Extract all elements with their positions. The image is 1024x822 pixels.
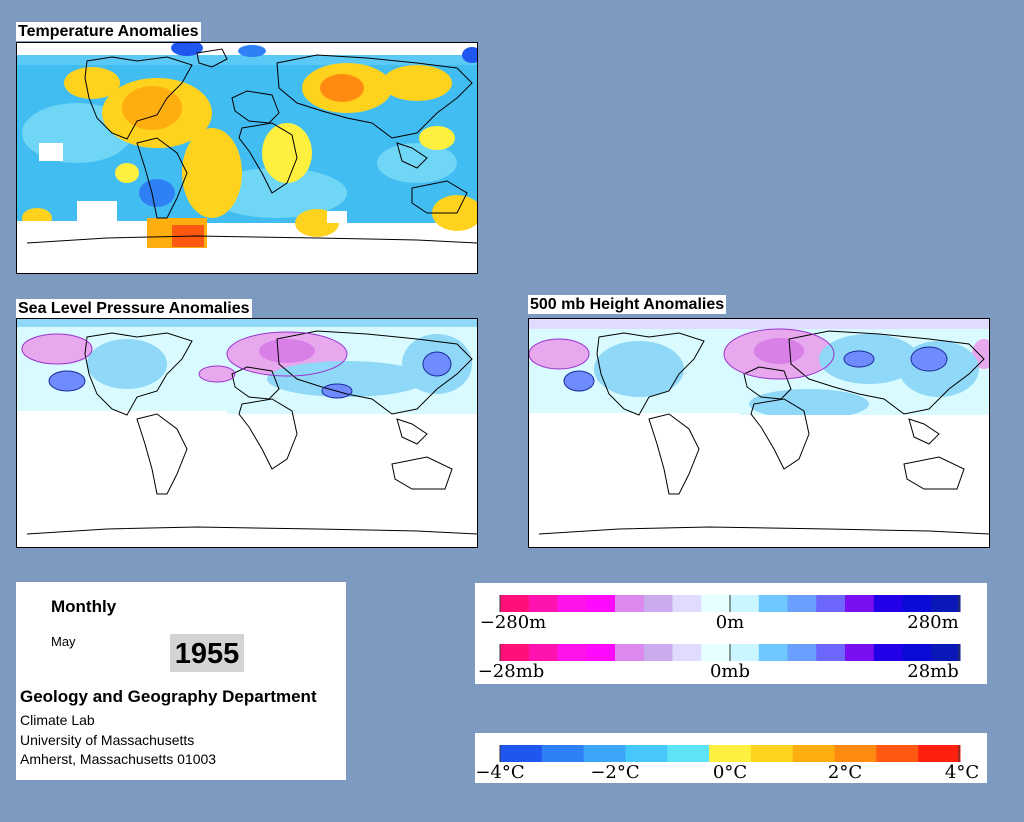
- pressure-legend-swatch: [701, 644, 731, 661]
- temp-legend-swatch: [834, 745, 877, 762]
- pressure-legend-min-label: −28mb: [478, 661, 545, 682]
- slp-coastlines: [26, 330, 477, 535]
- height-coastlines: [538, 330, 989, 535]
- pressure-legend-max-label: 28mb: [907, 661, 959, 682]
- pressure-legend-swatch: [845, 644, 875, 661]
- pressure-legend-bar: [499, 644, 961, 661]
- period-label: Monthly: [51, 597, 117, 616]
- temp-legend-label-3: 0°C: [713, 762, 747, 783]
- temp-legend-swatch: [541, 745, 585, 762]
- pressure-legend-swatch: [586, 644, 616, 661]
- pressure-legend-swatch: [500, 644, 530, 661]
- temp-legend-swatch: [876, 745, 919, 762]
- height500-anomaly-map: [528, 318, 990, 548]
- temp-legend-swatch: [750, 745, 794, 762]
- height-legend-swatch: [816, 595, 846, 612]
- pressure-legend-swatch: [873, 644, 903, 661]
- temperature-legend-svg: −4°C −2°C 0°C 2°C 4°C: [475, 745, 979, 783]
- height-legend-min-label: −280m: [480, 612, 547, 633]
- pressure-legend-swatch: [816, 644, 846, 661]
- height500-map-title: 500 mb Height Anomalies: [528, 295, 727, 314]
- temperature-legend: −4°C −2°C 0°C 2°C 4°C: [475, 733, 987, 783]
- temp-legend-swatch: [625, 745, 668, 762]
- pressure-legend-swatch: [730, 644, 760, 661]
- year-display: 1955: [170, 634, 244, 672]
- temperature-legend-bar: [499, 745, 961, 762]
- temperature-map-title: Temperature Anomalies: [16, 22, 201, 41]
- pressure-legend-swatch: [902, 644, 932, 661]
- height-legend-bar: [499, 595, 961, 612]
- pressure-legend-swatch: [672, 644, 702, 661]
- height-pressure-legend: −280m 0m 280m −28mb 0mb 28mb: [475, 583, 987, 684]
- height-legend-swatch: [931, 595, 961, 612]
- lab-name: Climate Lab: [20, 712, 95, 728]
- height-pressure-legend-svg: −280m 0m 280m −28mb 0mb 28mb: [478, 595, 961, 682]
- pressure-legend-swatch: [931, 644, 961, 661]
- temp-legend-swatch: [583, 745, 626, 762]
- slp-map-svg: [17, 319, 477, 547]
- pressure-legend-swatch: [758, 644, 788, 661]
- pressure-legend-swatch: [528, 644, 558, 661]
- height-legend-swatch: [643, 595, 673, 612]
- temp-legend-label-2: −2°C: [590, 762, 639, 783]
- department-name: Geology and Geography Department: [20, 687, 317, 706]
- pressure-legend-swatch: [787, 644, 817, 661]
- pressure-legend-mid-label: 0mb: [710, 661, 750, 682]
- height-legend-swatch: [557, 595, 587, 612]
- temperature-map-svg: [17, 43, 477, 273]
- info-panel: Monthly May 1955 Geology and Geography D…: [16, 582, 346, 780]
- slp-map-title: Sea Level Pressure Anomalies: [16, 299, 252, 318]
- height-legend-mid-label: 0m: [716, 612, 745, 633]
- temp-legend-swatch: [918, 745, 961, 762]
- university-name: University of Massachusetts: [20, 732, 195, 748]
- height-legend-swatch: [586, 595, 616, 612]
- slp-anomaly-fields: [22, 332, 472, 398]
- temp-warm-anomalies: [22, 63, 477, 237]
- temp-legend-swatch: [709, 745, 752, 762]
- temp-legend-swatch: [792, 745, 836, 762]
- temp-legend-label-1: −4°C: [475, 762, 524, 783]
- height-legend-max-label: 280m: [907, 612, 958, 633]
- temperature-anomaly-map: [16, 42, 478, 274]
- height-legend-swatch: [500, 595, 530, 612]
- address-line: Amherst, Massachusetts 01003: [20, 751, 217, 767]
- temp-legend-label-4: 2°C: [828, 762, 862, 783]
- height-legend-swatch: [672, 595, 702, 612]
- height-legend-swatch: [902, 595, 932, 612]
- slp-anomaly-map: [16, 318, 478, 548]
- month-label: May: [51, 634, 76, 649]
- height-legend-swatch: [730, 595, 760, 612]
- height-legend-swatch: [787, 595, 817, 612]
- height-legend-swatch: [845, 595, 875, 612]
- pressure-legend-swatch: [615, 644, 645, 661]
- temp-legend-label-5: 4°C: [945, 762, 979, 783]
- height-legend-swatch: [701, 595, 731, 612]
- temp-coastlines: [26, 48, 477, 244]
- height500-map-svg: [529, 319, 989, 547]
- pressure-legend-swatch: [557, 644, 587, 661]
- height-legend-swatch: [615, 595, 645, 612]
- temp-legend-swatch: [500, 745, 543, 762]
- temp-legend-swatch: [667, 745, 710, 762]
- height-legend-swatch: [758, 595, 788, 612]
- height-legend-swatch: [528, 595, 558, 612]
- pressure-legend-swatch: [643, 644, 673, 661]
- height-legend-swatch: [873, 595, 903, 612]
